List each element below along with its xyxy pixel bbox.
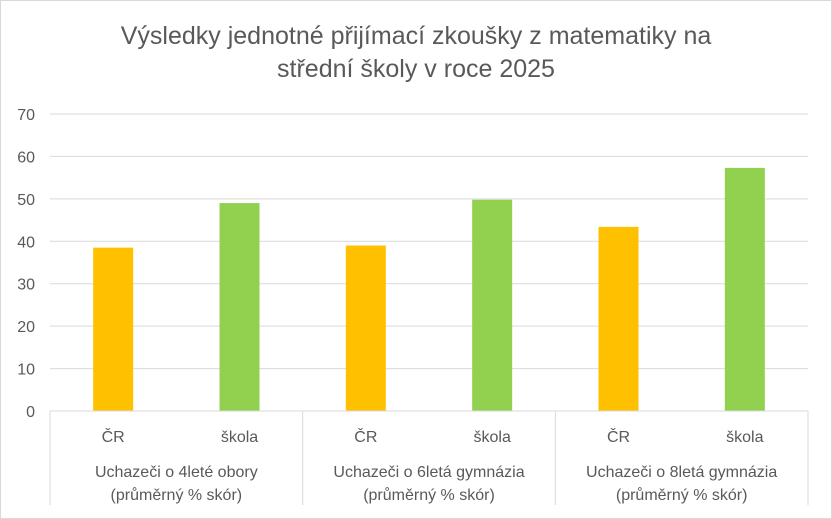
bar-3-1 (598, 226, 639, 411)
category-label: ČR (102, 427, 125, 446)
group-label-line: (průměrný % skór) (111, 486, 243, 504)
group-label-line: (průměrný % skór) (363, 486, 495, 504)
bar-1-2 (219, 203, 260, 411)
category-label: ČR (354, 427, 377, 446)
group-label-line: Uchazeči o 6letá gymnázia (333, 464, 524, 481)
chart-title-line-1: Výsledky jednotné přijímací zkoušky z ma… (120, 22, 712, 50)
category-label: škola (221, 429, 258, 446)
y-tick-label: 60 (17, 149, 35, 166)
y-tick-label: 0 (26, 404, 35, 421)
y-tick-label: 50 (17, 192, 35, 209)
bar-1-1 (93, 247, 134, 411)
category-label: škola (473, 429, 510, 446)
y-tick-label: 70 (17, 107, 35, 124)
y-tick-label: 10 (17, 362, 35, 379)
group-label-line: Uchazeči o 4leté obory (95, 464, 258, 481)
chart-title: Výsledky jednotné přijímací zkoušky z ma… (0, 20, 832, 86)
bar-3-2 (724, 167, 765, 411)
y-tick-label: 30 (17, 277, 35, 294)
chart-title-line-2: střední školy v roce 2025 (277, 55, 555, 83)
category-label: ČR (607, 427, 630, 446)
bar-2-1 (345, 245, 386, 411)
y-tick-label: 40 (17, 234, 35, 251)
group-label-line: Uchazeči o 8letá gymnázia (586, 464, 777, 481)
y-tick-label: 20 (17, 319, 35, 336)
group-label-line: (průměrný % skór) (616, 486, 748, 504)
category-label: škola (726, 429, 763, 446)
bar-2-2 (472, 199, 513, 411)
